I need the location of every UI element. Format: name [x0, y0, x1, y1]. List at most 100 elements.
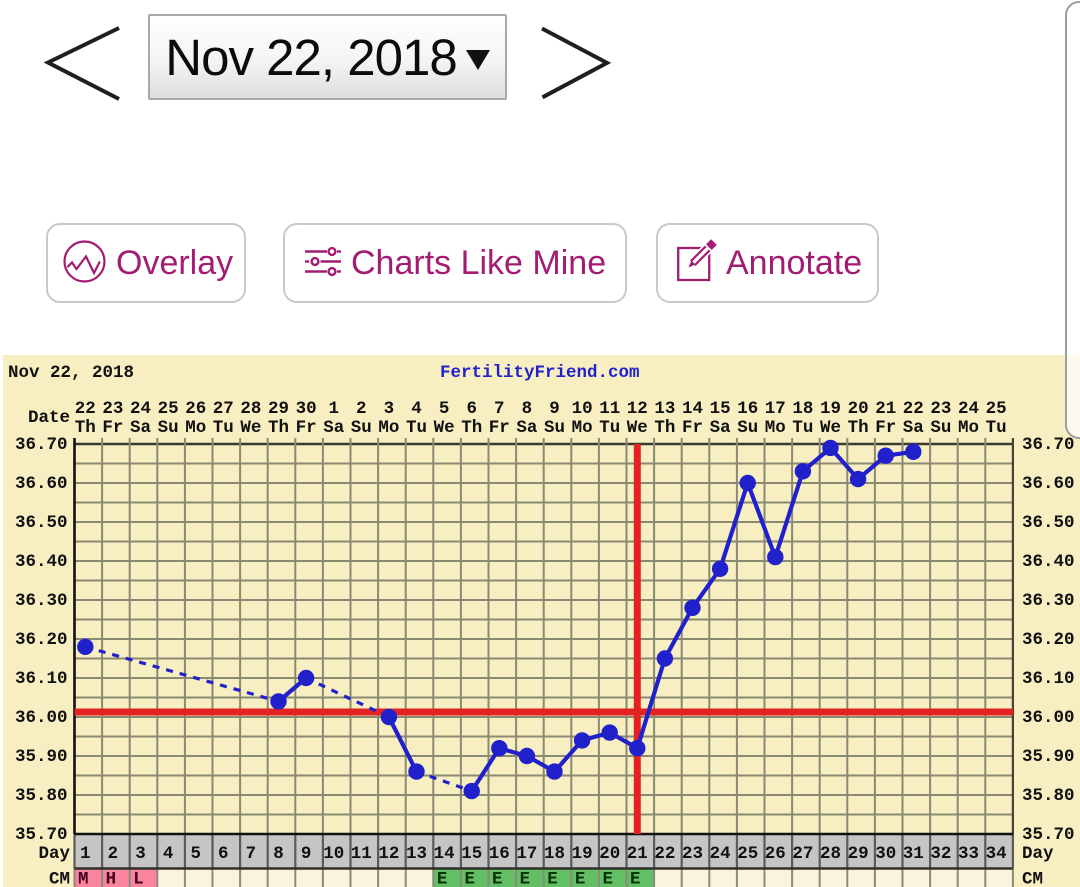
svg-text:Fr: Fr [102, 418, 123, 438]
svg-text:13: 13 [406, 844, 427, 864]
svg-text:3: 3 [135, 844, 146, 864]
svg-text:17: 17 [765, 399, 786, 419]
svg-text:8: 8 [273, 844, 284, 864]
svg-text:8: 8 [522, 399, 533, 419]
svg-text:29: 29 [268, 399, 289, 419]
svg-text:We: We [820, 418, 841, 438]
svg-text:Fr: Fr [682, 418, 703, 438]
svg-text:Mo: Mo [958, 418, 979, 438]
svg-text:24: 24 [958, 399, 979, 419]
svg-text:Tu: Tu [406, 418, 427, 438]
svg-text:5: 5 [439, 399, 450, 419]
svg-text:36.60: 36.60 [1022, 474, 1075, 494]
svg-text:Su: Su [544, 418, 565, 438]
svg-text:We: We [240, 418, 261, 438]
svg-text:36.00: 36.00 [15, 708, 68, 728]
svg-text:10: 10 [323, 844, 344, 864]
svg-text:2: 2 [108, 844, 119, 864]
svg-text:E: E [464, 870, 475, 887]
svg-text:Sa: Sa [323, 418, 345, 438]
svg-text:7: 7 [246, 844, 257, 864]
svg-text:36.00: 36.00 [1022, 708, 1075, 728]
svg-text:Th: Th [461, 418, 482, 438]
svg-text:21: 21 [627, 844, 648, 864]
svg-text:28: 28 [820, 844, 841, 864]
svg-text:36.20: 36.20 [1022, 630, 1075, 650]
svg-text:25: 25 [986, 399, 1007, 419]
svg-text:Th: Th [268, 418, 289, 438]
svg-text:19: 19 [820, 399, 841, 419]
svg-text:36.30: 36.30 [1022, 591, 1075, 611]
svg-text:E: E [547, 870, 558, 887]
svg-text:Day: Day [1022, 844, 1054, 864]
svg-text:36.50: 36.50 [15, 513, 68, 533]
svg-text:Sa: Sa [710, 418, 732, 438]
svg-text:7: 7 [494, 399, 505, 419]
svg-text:36.20: 36.20 [15, 630, 68, 650]
svg-text:Sa: Sa [903, 418, 925, 438]
svg-text:13: 13 [654, 399, 675, 419]
svg-text:We: We [627, 418, 648, 438]
svg-text:Day: Day [38, 844, 70, 864]
svg-text:3: 3 [384, 399, 395, 419]
svg-text:22: 22 [75, 399, 96, 419]
svg-text:M: M [78, 870, 89, 887]
svg-text:E: E [437, 870, 448, 887]
svg-text:19: 19 [572, 844, 593, 864]
svg-text:Nov 22, 2018: Nov 22, 2018 [8, 363, 134, 383]
svg-text:E: E [575, 870, 586, 887]
svg-text:4: 4 [163, 844, 174, 864]
svg-text:24: 24 [130, 399, 151, 419]
svg-text:26: 26 [185, 399, 206, 419]
svg-text:31: 31 [903, 844, 924, 864]
svg-text:Fr: Fr [296, 418, 317, 438]
svg-text:CM: CM [49, 870, 70, 887]
svg-text:Th: Th [75, 418, 96, 438]
svg-text:11: 11 [599, 399, 620, 419]
svg-text:Th: Th [654, 418, 675, 438]
svg-text:14: 14 [434, 844, 455, 864]
svg-text:6: 6 [218, 844, 229, 864]
svg-text:FertilityFriend.com: FertilityFriend.com [440, 363, 640, 383]
svg-text:15: 15 [461, 844, 482, 864]
svg-text:Su: Su [351, 418, 372, 438]
svg-text:4: 4 [411, 399, 422, 419]
svg-text:27: 27 [213, 399, 234, 419]
svg-text:Fr: Fr [875, 418, 896, 438]
svg-text:21: 21 [875, 399, 896, 419]
svg-text:35.70: 35.70 [1022, 825, 1075, 845]
svg-text:CM: CM [1022, 870, 1043, 887]
svg-text:9: 9 [549, 399, 560, 419]
svg-text:32: 32 [930, 844, 951, 864]
svg-text:26: 26 [765, 844, 786, 864]
svg-text:36.50: 36.50 [1022, 513, 1075, 533]
svg-text:Sa: Sa [130, 418, 152, 438]
svg-text:2: 2 [356, 399, 367, 419]
svg-text:23: 23 [682, 844, 703, 864]
svg-text:25: 25 [158, 399, 179, 419]
svg-text:17: 17 [516, 844, 537, 864]
svg-text:Tu: Tu [792, 418, 813, 438]
svg-text:12: 12 [378, 844, 399, 864]
svg-text:23: 23 [930, 399, 951, 419]
svg-text:35.90: 35.90 [15, 747, 68, 767]
svg-text:1: 1 [80, 844, 91, 864]
svg-text:10: 10 [572, 399, 593, 419]
svg-text:15: 15 [710, 399, 731, 419]
svg-text:E: E [602, 870, 613, 887]
svg-text:Tu: Tu [599, 418, 620, 438]
svg-text:33: 33 [958, 844, 979, 864]
svg-text:12: 12 [627, 399, 648, 419]
svg-text:E: E [520, 870, 531, 887]
svg-text:20: 20 [599, 844, 620, 864]
svg-text:14: 14 [682, 399, 703, 419]
svg-text:30: 30 [875, 844, 896, 864]
svg-text:E: E [630, 870, 641, 887]
svg-text:5: 5 [190, 844, 201, 864]
svg-text:35.80: 35.80 [1022, 786, 1075, 806]
svg-text:22: 22 [903, 399, 924, 419]
svg-text:36.10: 36.10 [15, 669, 68, 689]
svg-text:11: 11 [351, 844, 372, 864]
svg-text:Date: Date [28, 408, 70, 428]
svg-text:36.70: 36.70 [15, 435, 68, 455]
